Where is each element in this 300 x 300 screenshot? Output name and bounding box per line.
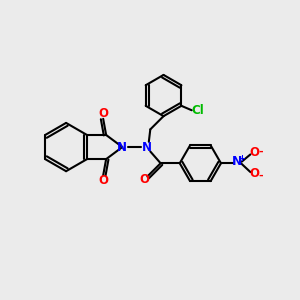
- Text: O: O: [140, 173, 149, 186]
- Text: O: O: [250, 146, 260, 159]
- Text: O: O: [250, 167, 260, 180]
- Text: N: N: [117, 141, 127, 154]
- Text: Cl: Cl: [192, 104, 205, 117]
- Text: -: -: [258, 147, 263, 157]
- Text: +: +: [238, 154, 245, 163]
- Text: -: -: [258, 171, 263, 181]
- Text: N: N: [142, 141, 152, 154]
- Text: N: N: [232, 155, 242, 168]
- Text: O: O: [98, 107, 108, 120]
- Text: O: O: [98, 174, 108, 187]
